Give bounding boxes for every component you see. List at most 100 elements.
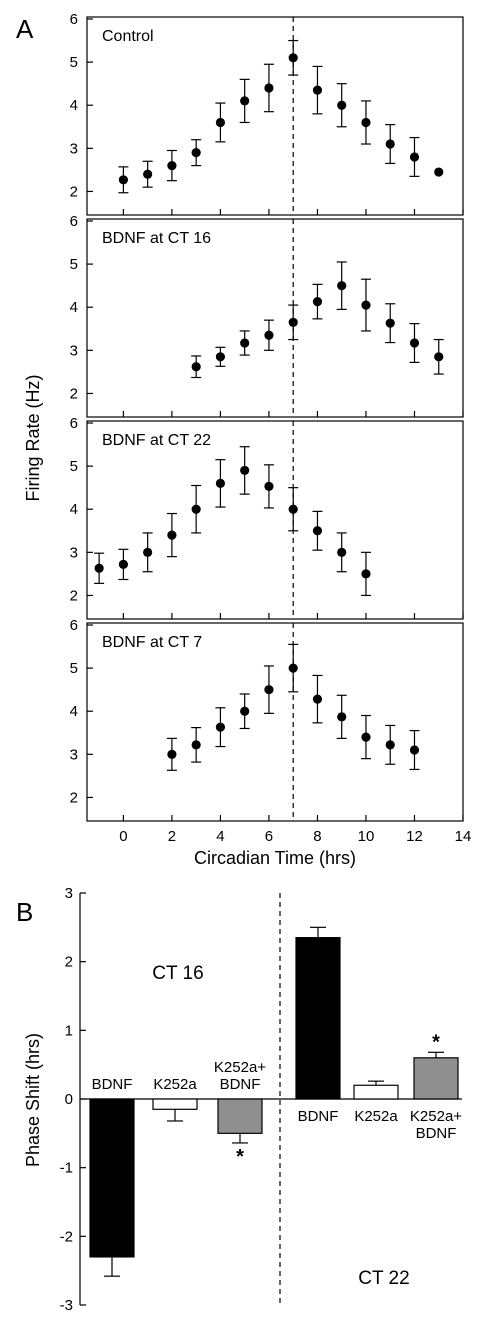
x-tick-label: 14: [455, 828, 472, 845]
panel-b-letter: B: [16, 897, 33, 927]
data-point: [143, 547, 153, 557]
data-point: [361, 117, 371, 128]
data-point: [118, 175, 128, 185]
significance-marker: *: [432, 1031, 440, 1053]
data-point: [361, 732, 371, 742]
y-tick-label: 2: [70, 789, 78, 806]
panel-frame: [86, 218, 464, 418]
data-point: [191, 504, 201, 514]
data-point: [191, 148, 201, 158]
y-tick-label: 5: [70, 256, 78, 273]
data-point: [264, 685, 274, 695]
data-point: [118, 559, 128, 570]
y-tick-label: 0: [65, 1091, 73, 1108]
y-tick-label: 3: [65, 885, 73, 902]
data-point: [337, 100, 347, 110]
data-point: [240, 96, 250, 106]
bar-label: K252a+: [214, 1059, 266, 1076]
y-tick-label: 4: [70, 501, 78, 518]
group-label: CT 22: [358, 1268, 409, 1289]
x-tick-label: 4: [216, 828, 224, 845]
y-tick-label: 1: [65, 1022, 73, 1039]
y-tick-label: -1: [60, 1160, 73, 1177]
data-point: [288, 53, 298, 63]
y-tick-label: 5: [70, 54, 78, 71]
data-point: [215, 117, 226, 128]
x-tick-label: 8: [313, 828, 321, 845]
bar-label: BDNF: [92, 1076, 133, 1093]
data-point: [264, 83, 274, 93]
data-point: [385, 318, 395, 328]
panel-a-letter: A: [16, 14, 34, 44]
data-point: [240, 465, 250, 476]
data-point: [264, 330, 274, 340]
x-tick-label: 0: [119, 828, 127, 845]
bar-label: BDNF: [416, 1125, 457, 1142]
panel-title: Control: [102, 28, 154, 45]
x-tick-label: 6: [265, 828, 273, 845]
data-point: [167, 749, 177, 759]
y-tick-label: -2: [60, 1228, 73, 1245]
y-tick-label: 3: [70, 544, 78, 561]
data-point: [337, 547, 347, 557]
panel-frame: [86, 16, 464, 216]
panel-title: BDNF at CT 7: [102, 634, 202, 651]
bar-label: BDNF: [298, 1108, 339, 1125]
x-tick-label: 2: [168, 828, 176, 845]
x-tick-label: 12: [406, 828, 423, 845]
data-point: [240, 706, 250, 716]
y-tick-label: 5: [70, 660, 78, 677]
data-point: [191, 740, 201, 750]
scatter-panel-3: 2 3 4 5 6 BDNF at CT 7 0 2 4 6 8 10 12 14: [70, 617, 472, 845]
data-point: [385, 740, 395, 750]
data-point: [94, 563, 104, 573]
panel-title: BDNF at CT 16: [102, 230, 211, 247]
y-tick-label: 6: [70, 213, 78, 230]
panel-frame: [86, 420, 464, 620]
y-tick-label: 4: [70, 97, 78, 114]
y-tick-label: 3: [70, 746, 78, 763]
bar-label: BDNF: [220, 1076, 261, 1093]
data-point: [337, 712, 347, 722]
data-point: [312, 694, 323, 704]
data-point: [215, 352, 226, 362]
y-tick-label: 2: [70, 385, 78, 402]
x-tick-label: 10: [358, 828, 375, 845]
scatter-panel-0: 2 3 4 5 6 Control: [70, 11, 464, 216]
bar: [217, 1098, 263, 1134]
data-point: [409, 338, 420, 348]
y-tick-label: 4: [70, 703, 78, 720]
data-point: [409, 745, 420, 755]
scatter-panel-2: 2 3 4 5 6 BDNF at CT 22: [70, 415, 464, 620]
bar: [413, 1057, 459, 1100]
panel-b-y-axis-label: Phase Shift (hrs): [23, 1033, 43, 1167]
data-point: [434, 352, 444, 362]
panel-a-x-axis-label: Circadian Time (hrs): [194, 848, 356, 868]
group-label: CT 16: [152, 963, 203, 984]
panel-title: BDNF at CT 22: [102, 432, 211, 449]
y-tick-label: -3: [60, 1297, 73, 1314]
y-tick-label: 2: [65, 954, 73, 971]
data-point: [312, 85, 323, 95]
bar-label: K252a+: [410, 1108, 462, 1125]
scatter-panel-1: 2 3 4 5 6 BDNF at CT 16: [70, 213, 464, 418]
bar: [295, 937, 341, 1100]
data-point: [143, 169, 153, 179]
bar-label: K252a: [354, 1108, 398, 1125]
y-tick-label: 3: [70, 342, 78, 359]
y-tick-label: 2: [70, 587, 78, 604]
data-point: [361, 300, 371, 310]
bar: [89, 1098, 135, 1258]
y-tick-label: 4: [70, 299, 78, 316]
significance-marker: *: [236, 1146, 244, 1168]
data-point: [312, 297, 323, 307]
data-point: [215, 722, 226, 732]
data-point: [361, 569, 371, 579]
data-point: [312, 526, 323, 536]
data-point: [288, 663, 298, 673]
data-point: [337, 281, 347, 291]
data-point: [434, 167, 444, 177]
data-point: [409, 152, 420, 162]
y-tick-label: 6: [70, 415, 78, 432]
